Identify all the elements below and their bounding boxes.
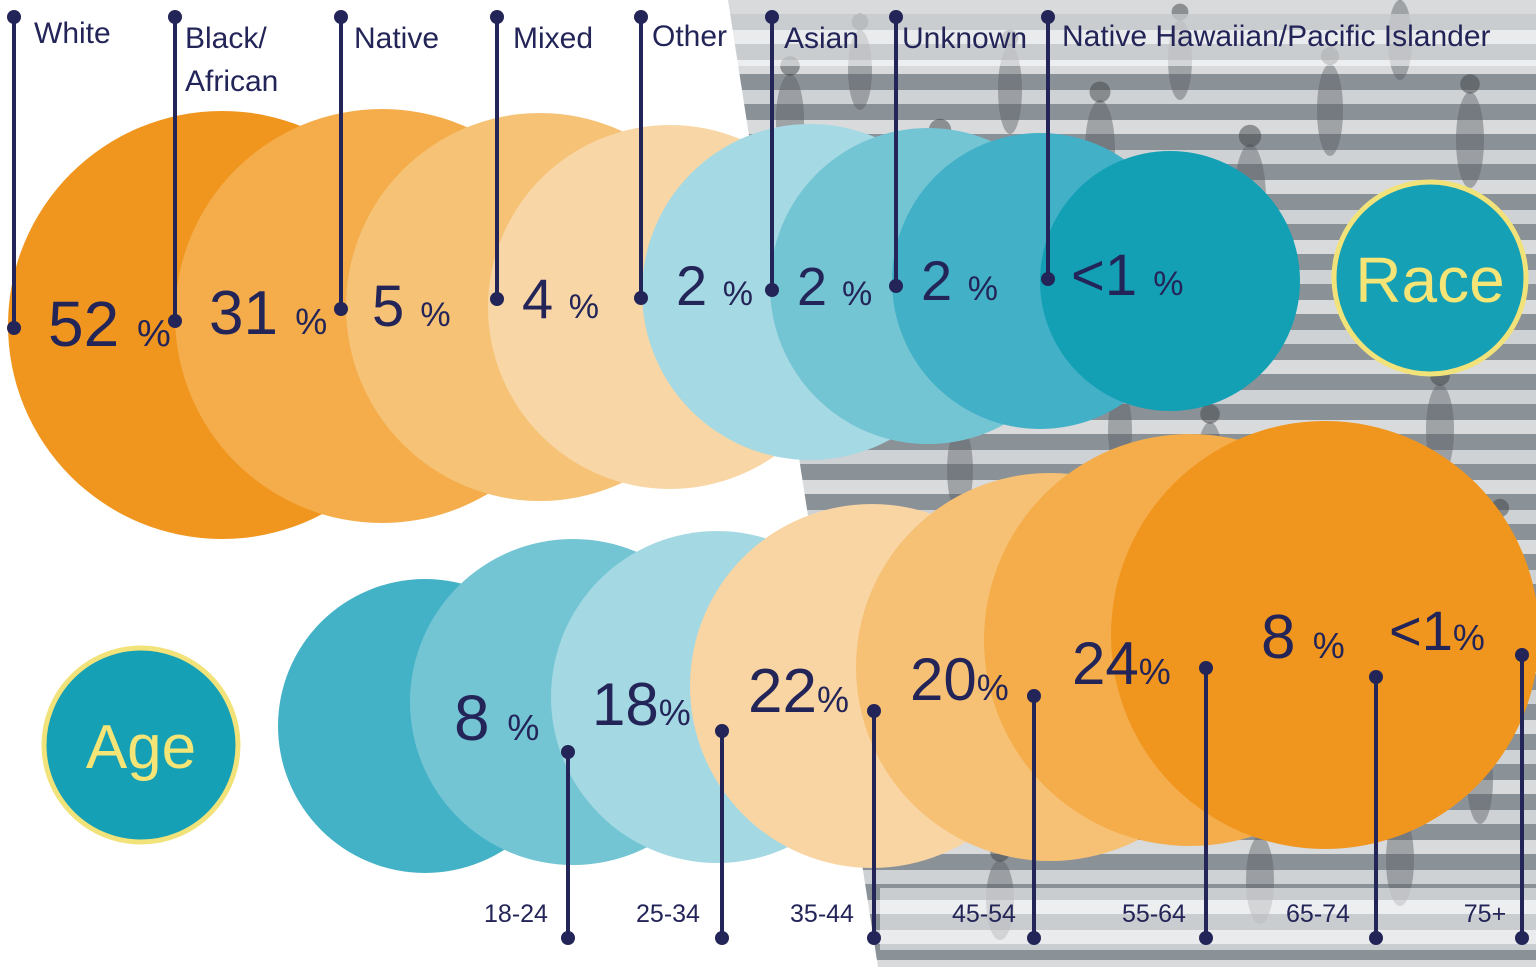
age-category-label: 55-64 xyxy=(1122,900,1186,928)
race-category-label: White xyxy=(34,17,111,50)
age-leader-dot xyxy=(1199,931,1213,945)
age-leader-dot xyxy=(1027,689,1041,703)
race-leader-dot xyxy=(1041,272,1055,286)
crowd-figure xyxy=(1456,92,1484,188)
race-leader-dot xyxy=(490,10,504,24)
race-leader-dot xyxy=(334,302,348,316)
race-leader-dot xyxy=(765,283,779,297)
race-leader-dot xyxy=(7,10,21,24)
race-leader-dot xyxy=(634,10,648,24)
age-leader-dot xyxy=(1199,661,1213,675)
race-leader-dot xyxy=(168,10,182,24)
age-leader-dot xyxy=(1369,670,1383,684)
crowd-figure-head xyxy=(1239,125,1261,147)
race-category-label: Mixed xyxy=(513,22,593,55)
race-category-label: Native Hawaiian/Pacific Islander xyxy=(1062,20,1491,53)
crowd-figure-head xyxy=(1200,404,1220,424)
race-leader-dot xyxy=(889,10,903,24)
age-leader-dot xyxy=(1515,931,1529,945)
age-category-label: 65-74 xyxy=(1286,900,1350,928)
race-leader-dot xyxy=(334,10,348,24)
age-leader-dot xyxy=(1515,648,1529,662)
race-title: Race xyxy=(1355,244,1504,316)
age-leader-dot xyxy=(561,745,575,759)
age-category-label: 35-44 xyxy=(790,900,854,928)
race-leader-dot xyxy=(765,10,779,24)
age-leader-dot xyxy=(715,931,729,945)
age-category-label: 18-24 xyxy=(484,900,548,928)
age-leader-dot xyxy=(561,931,575,945)
race-leader-dot xyxy=(1041,10,1055,24)
race-category-label: Unknown xyxy=(902,22,1027,55)
crowd-figure xyxy=(1317,64,1343,156)
age-category-label: 45-54 xyxy=(952,900,1016,928)
race-category-label: Black/African xyxy=(185,22,278,98)
age-leader-dot xyxy=(715,724,729,738)
race-category-label: Other xyxy=(652,20,727,53)
age-leader-dot xyxy=(867,931,881,945)
age-leader-dot xyxy=(867,704,881,718)
age-category-label: 25-34 xyxy=(636,900,700,928)
race-category-label: Native xyxy=(354,22,439,55)
age-leader-dot xyxy=(1027,931,1041,945)
crowd-figure-head xyxy=(1460,74,1480,94)
age-title: Age xyxy=(86,713,196,782)
race-leader-dot xyxy=(634,291,648,305)
age-category-label: 75+ xyxy=(1464,900,1506,928)
race-leader-dot xyxy=(889,279,903,293)
race-category-label: Asian xyxy=(784,22,859,55)
age-leader-dot xyxy=(1369,931,1383,945)
race-leader-dot xyxy=(490,292,504,306)
race-leader-dot xyxy=(7,321,21,335)
age-badge: Age xyxy=(44,648,238,842)
race-leader-dot xyxy=(168,314,182,328)
crowd-figure-head xyxy=(1090,82,1111,103)
race-badge: Race xyxy=(1334,182,1526,374)
